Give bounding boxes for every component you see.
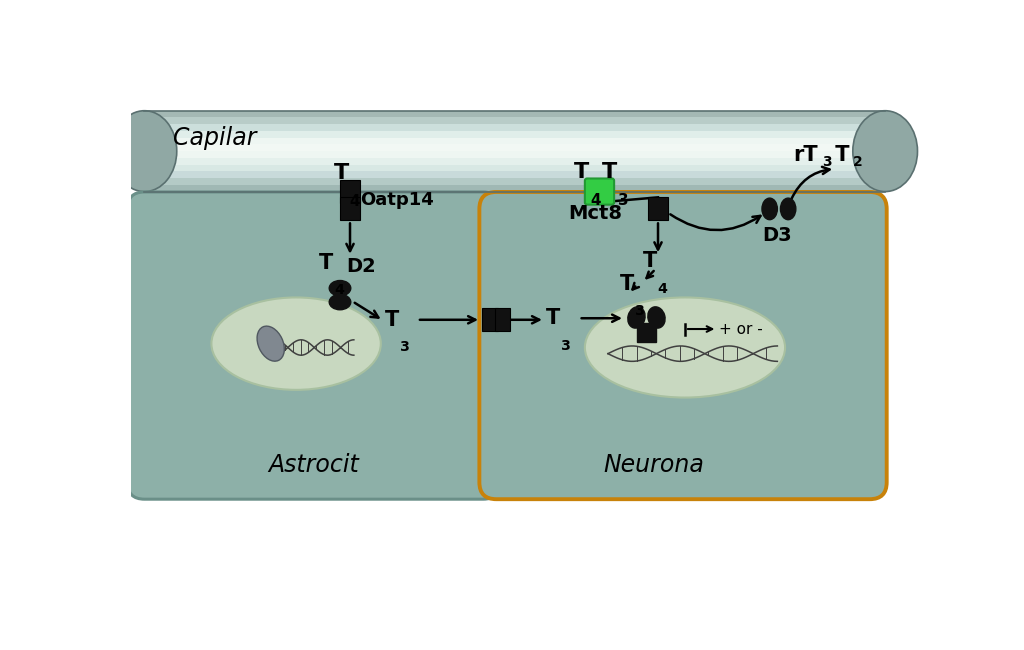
Bar (648, 198, 668, 220)
Text: D3: D3 (762, 226, 792, 245)
Bar (144, 138, 885, 144)
Text: 3: 3 (399, 341, 410, 354)
Text: T: T (385, 310, 399, 330)
Bar (144, 118, 885, 124)
Text: T: T (828, 145, 850, 165)
Text: 4: 4 (590, 193, 601, 208)
Bar (495, 308, 510, 332)
Text: Capilar: Capilar (173, 126, 256, 150)
Text: T: T (319, 253, 334, 273)
Ellipse shape (211, 298, 381, 390)
Text: 3: 3 (561, 339, 571, 353)
Ellipse shape (780, 198, 796, 220)
Text: 3: 3 (635, 304, 644, 318)
Text: 3: 3 (822, 155, 831, 169)
Bar (144, 158, 885, 164)
FancyBboxPatch shape (127, 192, 500, 499)
Ellipse shape (330, 294, 351, 310)
FancyBboxPatch shape (585, 179, 614, 205)
Ellipse shape (853, 111, 918, 192)
Ellipse shape (585, 298, 785, 398)
Bar (482, 308, 498, 332)
Text: Oatp14: Oatp14 (360, 191, 434, 209)
Bar (340, 198, 360, 220)
Text: T: T (334, 163, 349, 183)
Bar (637, 323, 655, 342)
Ellipse shape (628, 307, 645, 328)
Text: 4: 4 (657, 282, 668, 296)
Text: 4: 4 (334, 283, 344, 297)
Bar (144, 164, 885, 172)
Text: T: T (643, 252, 656, 272)
Ellipse shape (330, 281, 351, 296)
Ellipse shape (648, 307, 666, 328)
Text: T: T (620, 274, 634, 294)
Text: T: T (574, 162, 590, 182)
Bar (144, 131, 885, 138)
Bar (144, 124, 885, 131)
Text: D2: D2 (346, 257, 376, 276)
Text: Astrocit: Astrocit (268, 453, 359, 477)
Text: + or -: + or - (719, 322, 763, 337)
Text: T: T (602, 162, 617, 182)
Bar (144, 178, 885, 185)
Ellipse shape (257, 326, 285, 361)
Ellipse shape (112, 111, 177, 192)
Text: Neurona: Neurona (604, 453, 705, 477)
Text: 3: 3 (617, 193, 629, 208)
Text: Mct8: Mct8 (568, 203, 622, 222)
Text: 4: 4 (350, 194, 360, 209)
Text: rT: rT (793, 145, 817, 165)
Text: T: T (547, 308, 560, 328)
Ellipse shape (762, 198, 777, 220)
Bar (144, 144, 885, 151)
Text: 2: 2 (853, 155, 862, 169)
Bar (144, 151, 885, 158)
Bar (144, 111, 885, 118)
Bar (144, 172, 885, 178)
FancyBboxPatch shape (479, 192, 887, 499)
Bar (144, 185, 885, 192)
Bar (340, 180, 360, 203)
